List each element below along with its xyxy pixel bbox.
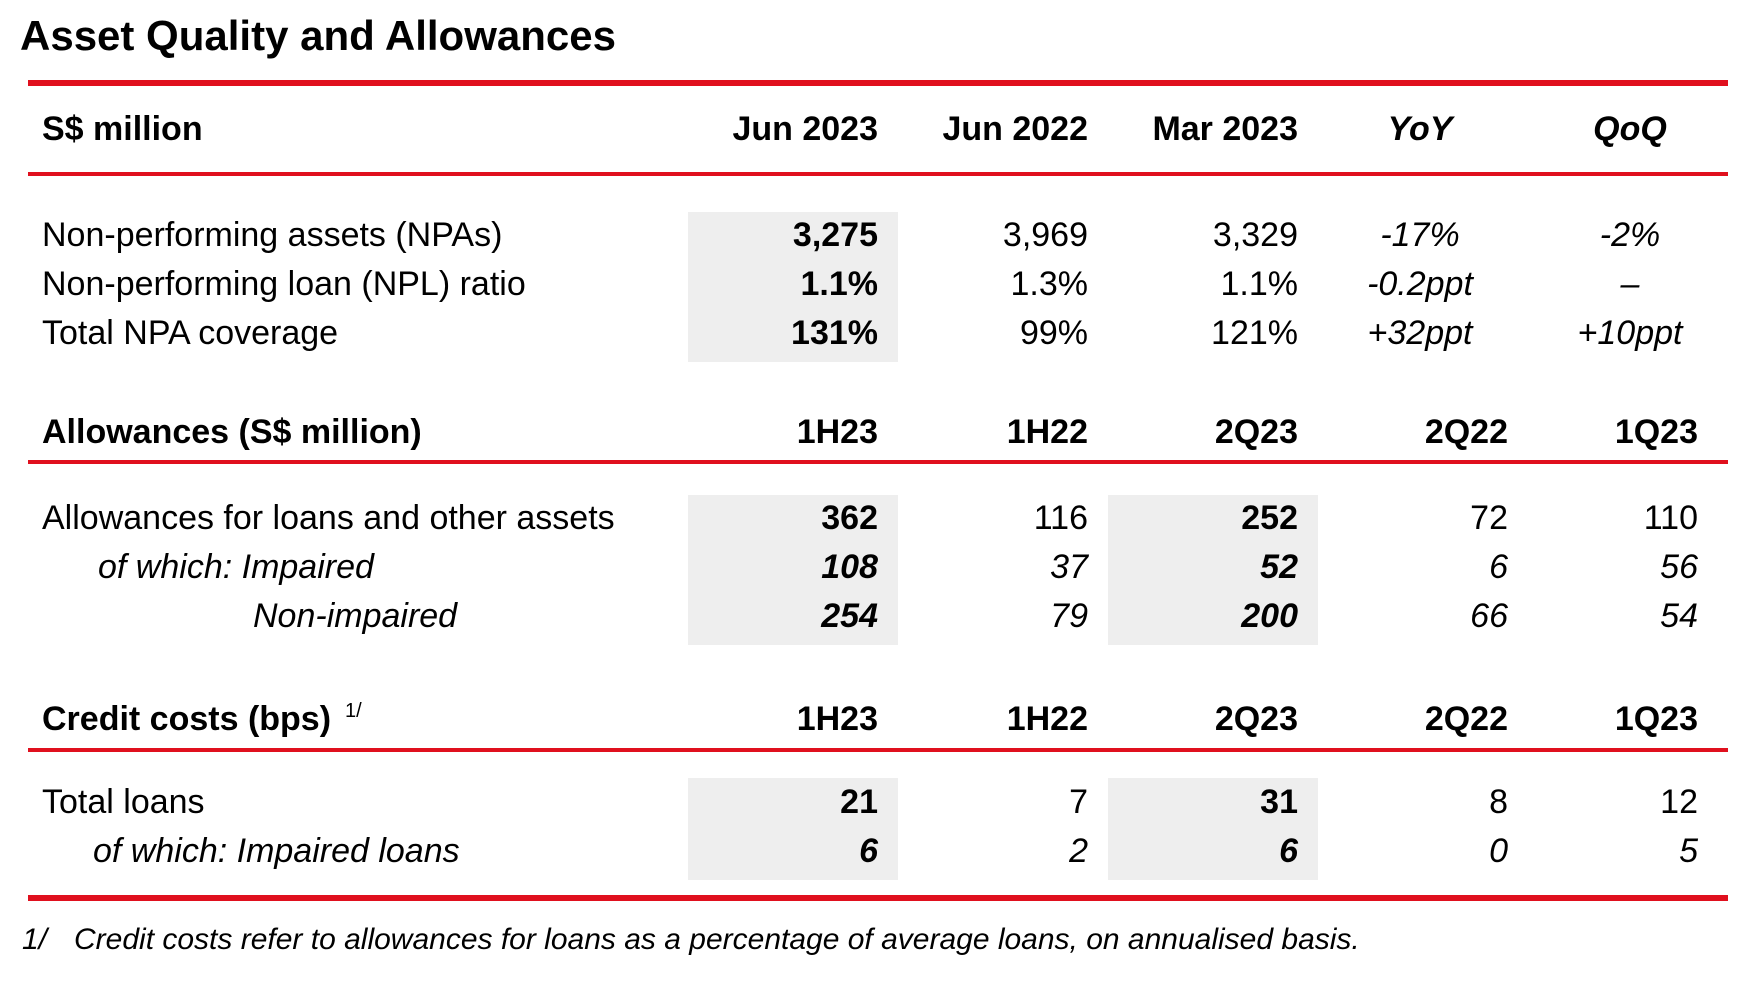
value-1h22: 116 <box>1033 499 1088 537</box>
header-col-1q23: 1Q23 <box>1614 700 1698 738</box>
value-qoq: -2% <box>1599 216 1661 254</box>
value-jun2023: 3,275 <box>792 216 878 254</box>
value-2q22: 0 <box>1489 832 1508 870</box>
row-label: Non-impaired <box>253 597 458 635</box>
footnote-ref: 1/ <box>345 700 362 722</box>
table-row-npl-ratio: Non-performing loan (NPL) ratio 1.1% 1.3… <box>0 259 1760 309</box>
value-1q23: 12 <box>1660 783 1698 821</box>
value-2q23: 200 <box>1241 597 1298 635</box>
value-1h23: 362 <box>821 499 878 537</box>
footnote-text: Credit costs refer to allowances for loa… <box>74 923 1360 956</box>
allowances-header-row: Allowances (S$ million) 1H23 1H22 2Q23 2… <box>0 407 1760 457</box>
row-label: Total NPA coverage <box>42 314 339 352</box>
section-label: Allowances (S$ million) <box>42 413 422 451</box>
value-jun2022: 3,969 <box>1002 216 1088 254</box>
table-header-row: S$ million Jun 2023 Jun 2022 Mar 2023 Yo… <box>0 104 1760 154</box>
highlight-2q23-credit <box>1108 778 1318 880</box>
header-col-mar2023: Mar 2023 <box>1152 110 1298 148</box>
value-2q23: 252 <box>1241 499 1298 537</box>
row-label: Total loans <box>42 783 205 821</box>
header-col-qoq: QoQ <box>1593 110 1667 148</box>
highlight-jun2023-npa <box>688 212 898 362</box>
value-1h22: 2 <box>1069 832 1088 870</box>
highlight-1h23-credit <box>688 778 898 880</box>
value-mar2023: 121% <box>1211 314 1298 352</box>
header-col-2q23: 2Q23 <box>1214 700 1298 738</box>
header-col-1h23: 1H23 <box>796 700 878 738</box>
header-col-2q22: 2Q22 <box>1424 700 1508 738</box>
value-1h23: 21 <box>840 783 878 821</box>
header-col-1q23: 1Q23 <box>1614 413 1698 451</box>
value-2q23: 52 <box>1260 548 1298 586</box>
value-1h23: 108 <box>821 548 878 586</box>
table-row-npa-coverage: Total NPA coverage 131% 99% 121% +32ppt … <box>0 308 1760 358</box>
value-yoy: +32ppt <box>1367 314 1473 352</box>
row-label: Non-performing loan (NPL) ratio <box>42 265 526 303</box>
highlight-2q23-allowances <box>1108 495 1318 645</box>
value-1q23: 5 <box>1679 832 1698 870</box>
footnote-marker: 1/ <box>22 923 48 956</box>
header-label: S$ million <box>42 110 203 148</box>
value-1h22: 7 <box>1069 783 1088 821</box>
value-1h22: 37 <box>1050 548 1088 586</box>
value-1h22: 79 <box>1050 597 1088 635</box>
value-2q23: 31 <box>1260 783 1298 821</box>
value-jun2022: 99% <box>1019 314 1088 352</box>
value-1q23: 54 <box>1660 597 1698 635</box>
table-row-impaired-loans: of which: Impaired loans 6 2 6 0 5 <box>0 826 1760 876</box>
highlight-1h23-allowances <box>688 495 898 645</box>
value-mar2023: 3,329 <box>1212 216 1298 254</box>
header-col-1h22: 1H22 <box>1006 413 1088 451</box>
table-row-npas: Non-performing assets (NPAs) 3,275 3,969… <box>0 210 1760 260</box>
value-2q22: 6 <box>1489 548 1508 586</box>
value-1q23: 56 <box>1660 548 1698 586</box>
value-1h23: 254 <box>821 597 878 635</box>
header-col-2q23: 2Q23 <box>1214 413 1298 451</box>
header-col-jun2023: Jun 2023 <box>732 110 878 148</box>
table-row-allowances-total: Allowances for loans and other assets 36… <box>0 493 1760 543</box>
value-1q23: 110 <box>1643 499 1698 537</box>
value-jun2022: 1.3% <box>1010 265 1089 303</box>
value-2q22: 8 <box>1489 783 1508 821</box>
header-col-1h23: 1H23 <box>796 413 878 451</box>
header-col-jun2022: Jun 2022 <box>942 110 1088 148</box>
top-rule <box>28 80 1728 86</box>
value-1h23: 6 <box>859 832 878 870</box>
header-rule <box>28 172 1728 176</box>
credit-costs-rule <box>28 748 1728 752</box>
value-2q22: 72 <box>1470 499 1508 537</box>
page-title: Asset Quality and Allowances <box>20 12 616 59</box>
value-qoq: – <box>1620 265 1640 303</box>
row-label: of which: Impaired <box>98 548 374 586</box>
value-yoy: -0.2ppt <box>1367 265 1473 303</box>
bottom-rule <box>28 895 1728 901</box>
header-col-1h22: 1H22 <box>1006 700 1088 738</box>
row-label: Allowances for loans and other assets <box>42 499 615 537</box>
table-row-allowances-non-impaired: Non-impaired 254 79 200 66 54 <box>0 591 1760 641</box>
value-2q23: 6 <box>1279 832 1298 870</box>
table-row-total-loans: Total loans 21 7 31 8 12 <box>0 777 1760 827</box>
row-label: Non-performing assets (NPAs) <box>42 216 503 254</box>
header-col-yoy: YoY <box>1387 110 1453 148</box>
row-label: of which: Impaired loans <box>93 832 460 870</box>
allowances-rule <box>28 460 1728 464</box>
footnote: 1/Credit costs refer to allowances for l… <box>22 920 1360 960</box>
value-jun2023: 131% <box>791 314 878 352</box>
value-jun2023: 1.1% <box>800 265 879 303</box>
value-mar2023: 1.1% <box>1220 265 1299 303</box>
section-label: Credit costs (bps) 1/ <box>42 700 362 738</box>
header-col-2q22: 2Q22 <box>1424 413 1508 451</box>
value-yoy: -17% <box>1380 216 1460 254</box>
value-qoq: +10ppt <box>1577 314 1683 352</box>
table-row-allowances-impaired: of which: Impaired 108 37 52 6 56 <box>0 542 1760 592</box>
value-2q22: 66 <box>1470 597 1508 635</box>
credit-costs-header-row: Credit costs (bps) 1/ 1H23 1H22 2Q23 2Q22… <box>0 694 1760 744</box>
